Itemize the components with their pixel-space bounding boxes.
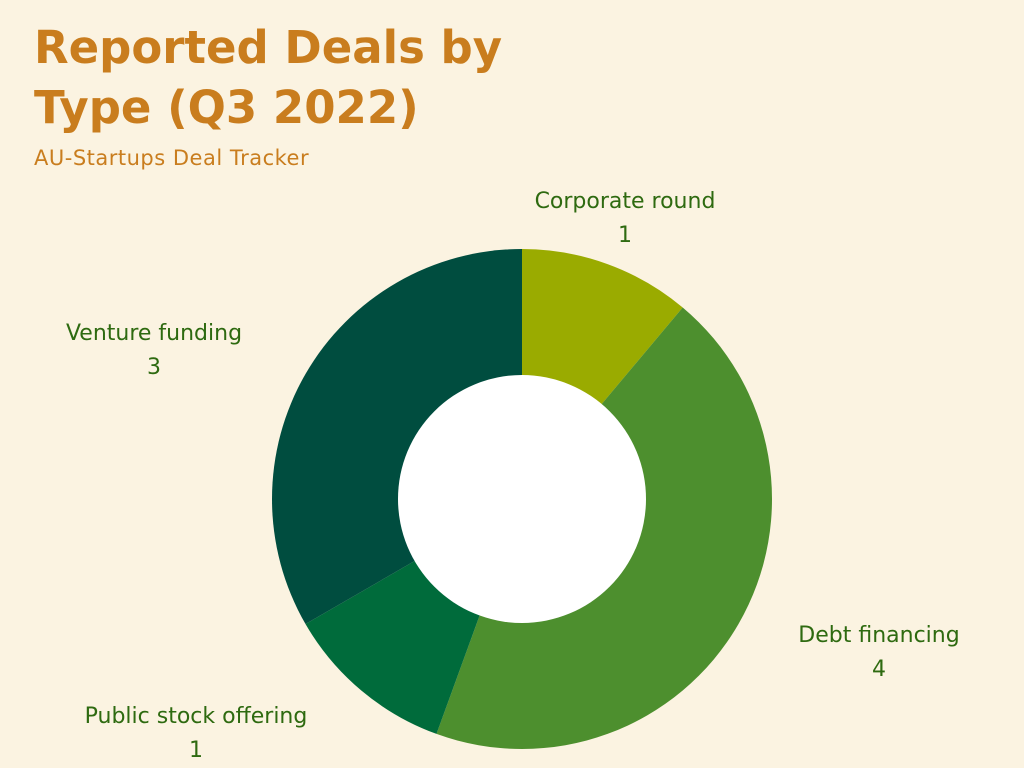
slice-label-value: 1 bbox=[618, 223, 632, 248]
slice-label-name: Public stock offering bbox=[85, 704, 308, 729]
slice-label-name: Corporate round bbox=[535, 189, 716, 214]
chart-title: Reported Deals by Type (Q3 2022) bbox=[34, 21, 503, 134]
donut-hole bbox=[398, 375, 646, 623]
slice-label-value: 1 bbox=[189, 738, 203, 763]
slice-label-value: 4 bbox=[872, 657, 886, 682]
chart-subtitle: AU-Startups Deal Tracker bbox=[34, 146, 310, 170]
slice-label-value: 3 bbox=[147, 355, 161, 380]
slice-label-name: Debt financing bbox=[798, 623, 959, 648]
slice-labels: Corporate round 1 Debt financing 4 Public st… bbox=[66, 189, 960, 763]
slice-label-name: Venture funding bbox=[66, 321, 242, 346]
